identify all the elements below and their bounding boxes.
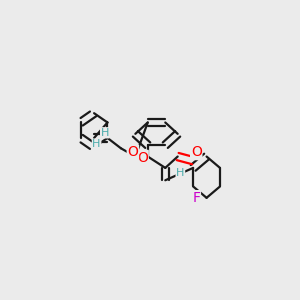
Text: H: H [92,139,101,149]
Text: F: F [192,191,200,205]
Text: H: H [176,168,184,178]
Text: O: O [191,146,202,159]
Text: O: O [137,151,148,165]
Text: H: H [100,128,109,138]
Text: O: O [128,146,138,159]
